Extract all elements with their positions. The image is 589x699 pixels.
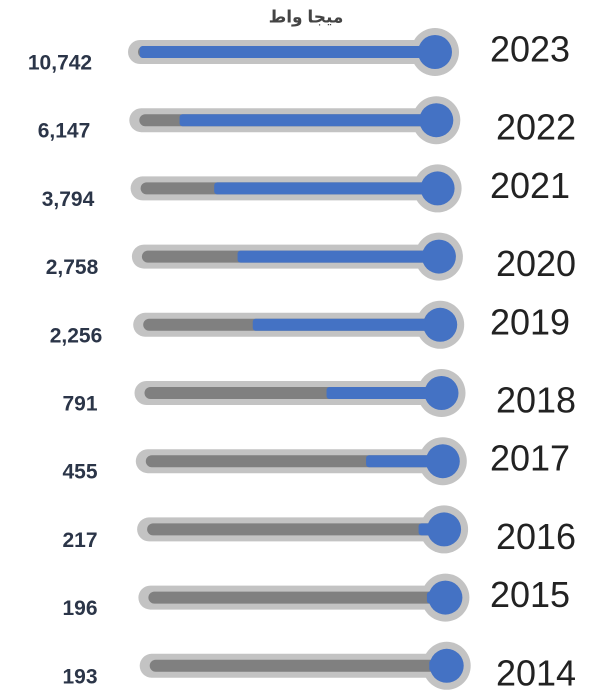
thermo-bar <box>366 455 443 468</box>
value-label: 2,758 <box>46 256 99 279</box>
value-label: 3,794 <box>42 188 95 211</box>
year-label: 2019 <box>490 301 570 342</box>
thermo-bar <box>214 182 438 195</box>
thermo-bar <box>252 318 441 331</box>
year-label: 2023 <box>490 29 570 70</box>
year-label: 2016 <box>496 516 576 557</box>
thermo-bulb <box>418 35 452 69</box>
thermo-bulb <box>428 580 463 615</box>
value-label: 455 <box>62 461 97 484</box>
thermo-bulb <box>424 376 459 410</box>
year-label: 2018 <box>496 380 576 421</box>
thermo-bar <box>179 114 437 127</box>
year-label: 2021 <box>490 165 570 206</box>
year-label: 2017 <box>490 438 570 479</box>
value-label: 193 <box>62 665 97 688</box>
year-label: 2015 <box>490 574 570 615</box>
value-label: 2,256 <box>50 324 103 347</box>
year-label: 2022 <box>496 107 576 148</box>
value-label: 10,742 <box>28 52 92 75</box>
year-label: 2014 <box>496 652 576 693</box>
value-label: 791 <box>62 393 97 416</box>
thermo-track <box>149 659 447 672</box>
thermo-bulb <box>423 307 458 342</box>
value-label: 6,147 <box>38 120 91 143</box>
thermo-bar <box>237 250 439 263</box>
year-label: 2020 <box>496 243 576 284</box>
value-label: 217 <box>62 529 97 552</box>
thermo-bar <box>139 46 435 58</box>
chart-title: ميجا واط <box>269 7 344 27</box>
thermo-bulb <box>419 103 454 138</box>
thermo-bulb <box>427 512 462 547</box>
thermo-bulb <box>425 444 460 479</box>
thermo-track <box>147 523 445 536</box>
thermo-bar <box>326 387 442 399</box>
thermo-track <box>148 591 446 604</box>
thermo-bulb <box>421 239 456 274</box>
thermo-bulb <box>429 648 464 683</box>
value-label: 196 <box>62 597 97 620</box>
thermo-bulb <box>420 171 455 206</box>
